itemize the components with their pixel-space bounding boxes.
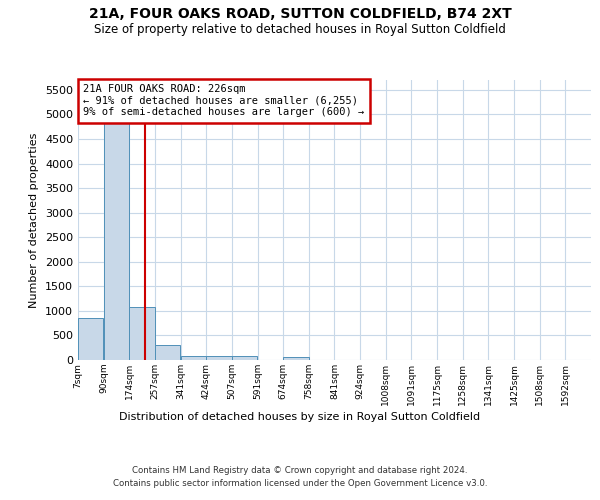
Bar <box>130 307 155 360</box>
Text: Contains public sector information licensed under the Open Government Licence v3: Contains public sector information licen… <box>113 479 487 488</box>
Bar <box>232 356 257 360</box>
Text: 21A, FOUR OAKS ROAD, SUTTON COLDFIELD, B74 2XT: 21A, FOUR OAKS ROAD, SUTTON COLDFIELD, B… <box>89 8 511 22</box>
Bar <box>181 356 206 360</box>
Y-axis label: Number of detached properties: Number of detached properties <box>29 132 40 308</box>
Bar <box>206 356 232 360</box>
Bar <box>78 318 103 360</box>
Text: Size of property relative to detached houses in Royal Sutton Coldfield: Size of property relative to detached ho… <box>94 22 506 36</box>
Text: Contains HM Land Registry data © Crown copyright and database right 2024.: Contains HM Land Registry data © Crown c… <box>132 466 468 475</box>
Bar <box>104 90 129 360</box>
Bar <box>283 357 308 360</box>
Text: Distribution of detached houses by size in Royal Sutton Coldfield: Distribution of detached houses by size … <box>119 412 481 422</box>
Bar <box>155 346 180 360</box>
Text: 21A FOUR OAKS ROAD: 226sqm
← 91% of detached houses are smaller (6,255)
9% of se: 21A FOUR OAKS ROAD: 226sqm ← 91% of deta… <box>83 84 364 117</box>
